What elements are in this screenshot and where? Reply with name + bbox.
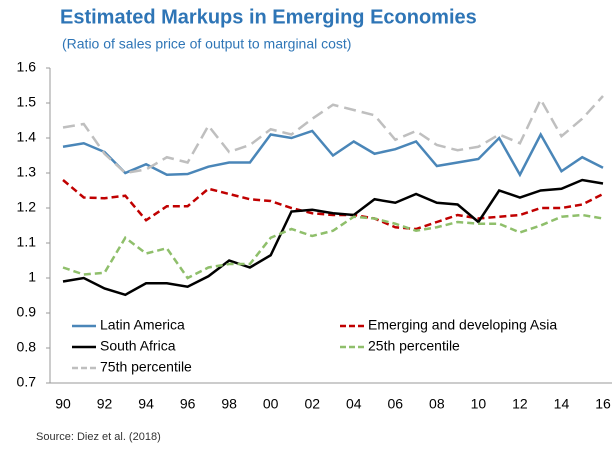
legend-label: Emerging and developing Asia	[368, 317, 557, 333]
chart-title: Estimated Markups in Emerging Economies	[60, 6, 477, 28]
series-line	[62, 129, 604, 178]
x-tick-label: 10	[471, 396, 487, 412]
chart-subtitle: (Ratio of sales price of output to margi…	[62, 36, 351, 52]
x-tick-label: 96	[180, 396, 196, 412]
legend-label: 25th percentile	[368, 338, 460, 354]
x-tick-label: 14	[554, 396, 570, 412]
series-line	[62, 179, 604, 231]
y-tick-label: 1.1	[17, 234, 37, 250]
x-tick-label: 06	[388, 396, 404, 412]
source: Source: Diez et al. (2018)	[36, 431, 161, 443]
x-tick-label: 00	[263, 396, 279, 412]
x-tick-label: 92	[97, 396, 113, 412]
y-tick-label: 0.8	[17, 339, 37, 355]
legend-label: South Africa	[100, 338, 176, 354]
x-tick-label: 08	[429, 396, 445, 412]
x-tick-label: 94	[138, 396, 154, 412]
y-tick-label: 1	[28, 269, 36, 285]
y-tick-label: 1.6	[17, 59, 37, 75]
series-line	[62, 178, 604, 297]
legend-label: 75th percentile	[100, 359, 192, 375]
y-tick-label: 1.5	[17, 94, 37, 110]
x-tick-label: 12	[512, 396, 528, 412]
series-line	[62, 213, 604, 280]
y-tick-label: 0.7	[17, 374, 37, 390]
x-tick-label: 90	[55, 396, 71, 412]
y-tick-label: 1.4	[17, 129, 37, 145]
legend-label: Latin America	[100, 317, 185, 333]
x-tick-label: 16	[595, 396, 611, 412]
x-tick-label: 98	[221, 396, 237, 412]
x-tick-label: 02	[304, 396, 320, 412]
x-tick-label: 04	[346, 396, 362, 412]
y-tick-label: 1.2	[17, 199, 37, 215]
y-tick-label: 0.9	[17, 304, 37, 320]
y-tick-label: 1.3	[17, 164, 37, 180]
series-line	[62, 95, 604, 175]
